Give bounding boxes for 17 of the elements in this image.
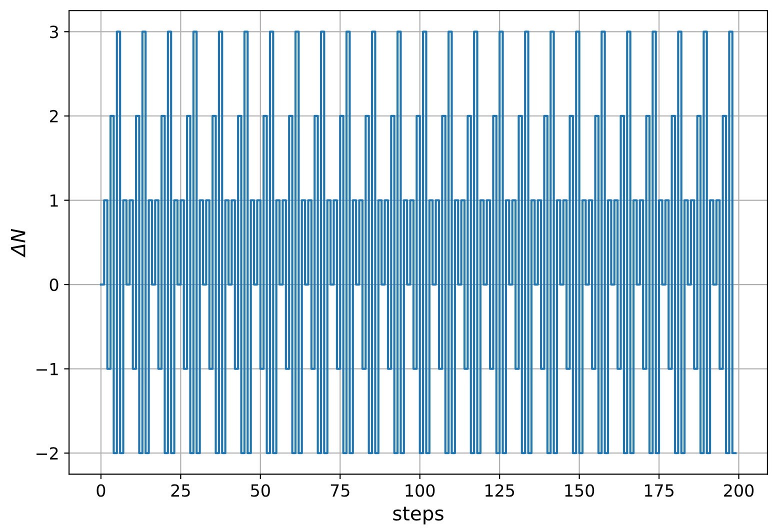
x-tick-label: 50 <box>251 484 270 497</box>
y-tick-label: 1 <box>50 194 58 207</box>
x-axis-title: steps <box>393 506 444 524</box>
x-tick-label: 100 <box>406 484 435 497</box>
y-tick-label: 3 <box>50 26 58 38</box>
y-axis-title: ΔN <box>10 229 26 258</box>
x-tick-label: 125 <box>486 484 514 497</box>
x-tick-label: 0 <box>96 484 106 497</box>
y-tick-label: −1 <box>36 363 58 376</box>
x-tick-label: 200 <box>724 484 754 497</box>
x-tick-label: 150 <box>565 484 594 497</box>
x-tick-label: 175 <box>644 484 674 497</box>
x-tick-label: 75 <box>330 484 350 497</box>
y-tick-label: 0 <box>50 278 58 292</box>
y-tick-label: −2 <box>36 447 58 460</box>
x-tick-label: 25 <box>171 484 190 497</box>
y-tick-label: 2 <box>50 110 58 122</box>
